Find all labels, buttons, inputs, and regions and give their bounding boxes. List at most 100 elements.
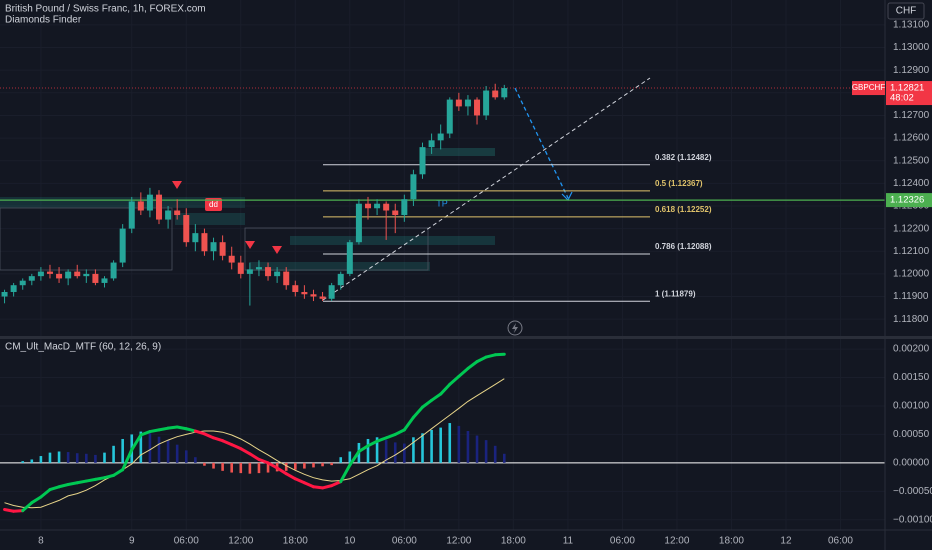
x-tick-label: 12:00 <box>664 536 689 547</box>
histogram-bar <box>112 445 115 463</box>
macd-line-segment <box>175 425 188 431</box>
candle-body <box>83 273 90 277</box>
zone-outline <box>244 227 429 271</box>
x-tick-label: 12 <box>780 536 792 547</box>
macd-line-segment <box>330 480 343 488</box>
x-tick-label: 11 <box>563 536 574 547</box>
histogram-bar <box>484 440 488 463</box>
candle-body <box>210 242 217 252</box>
y-tick-label: 1.12200 <box>893 223 930 234</box>
macd-line-segment <box>475 355 488 364</box>
candle-body <box>319 296 326 299</box>
zone-outline <box>0 207 173 271</box>
diamond-marker <box>172 181 182 189</box>
macd-line-segment <box>75 479 88 485</box>
macd-line-segment <box>466 360 479 370</box>
candle-body <box>146 194 153 211</box>
histogram-bar <box>294 462 297 470</box>
macd-line-segment <box>484 353 497 359</box>
currency[interactable]: CHF <box>896 6 917 17</box>
y-tick-label: 1.13000 <box>893 42 930 53</box>
macd-line-segment <box>339 463 352 484</box>
y2-tick-label: 0.00050 <box>893 429 930 440</box>
fib-label: 0.618 (1.12252) <box>655 205 712 214</box>
histogram-bar <box>457 425 461 463</box>
macd-line-segment <box>112 468 125 477</box>
y2-tick-label: 0.00150 <box>893 372 930 383</box>
macd-line-segment <box>393 428 406 436</box>
x-tick-label: 06:00 <box>392 536 417 547</box>
candle-body <box>183 215 190 243</box>
y-tick-label: 1.12600 <box>893 133 930 144</box>
histogram-bar <box>266 462 270 473</box>
histogram-bar <box>403 443 406 463</box>
replay-bolt <box>512 323 518 333</box>
diamond-marker <box>272 246 282 254</box>
macd-line-segment <box>348 449 361 467</box>
level-tag-label: 1.12326 <box>890 195 924 206</box>
candle-body <box>165 210 172 220</box>
candle-body <box>401 199 408 216</box>
histogram-bar <box>221 462 224 471</box>
macd-line-segment <box>66 481 79 486</box>
zone <box>425 148 495 156</box>
candle-body <box>74 271 81 277</box>
symbol-tag-label: GBPCHF <box>852 83 885 92</box>
candle-body <box>56 273 63 279</box>
histogram-bar <box>248 462 252 474</box>
macd-line-segment <box>57 482 70 489</box>
macd-line-segment <box>293 477 306 485</box>
zone <box>290 236 495 245</box>
candle-body <box>156 194 163 220</box>
macd-line-segment <box>457 366 470 378</box>
candle-body <box>28 276 35 281</box>
macd-line-segment <box>448 374 461 386</box>
histogram-bar <box>384 440 388 463</box>
trend-line <box>322 77 651 301</box>
candle-body <box>274 271 281 277</box>
macd-line-segment <box>139 430 152 437</box>
histogram-bar <box>466 431 470 463</box>
y2-tick-label: 0.00100 <box>893 401 930 412</box>
macd-line-segment <box>193 429 206 436</box>
candle-body <box>137 201 144 211</box>
zone <box>250 262 430 271</box>
candle-body <box>10 285 17 292</box>
histogram-bar <box>194 457 197 463</box>
y-tick-label: 1.12900 <box>893 65 930 76</box>
y2-tick-label: 0.00200 <box>893 344 930 355</box>
macd-line-segment <box>439 382 452 396</box>
macd-line-segment <box>202 432 216 440</box>
macd-line-segment <box>493 352 506 357</box>
histogram-bar <box>284 462 288 471</box>
candle-body <box>283 271 290 286</box>
candle-body <box>174 210 181 216</box>
replay-icon[interactable] <box>507 320 523 336</box>
histogram-bar <box>157 436 161 463</box>
candle-body <box>346 242 353 274</box>
last-tag-price: 1.12821 <box>890 83 924 94</box>
x-tick-label: 06:00 <box>828 536 853 547</box>
histogram-bar <box>184 450 188 463</box>
macd-line-segment <box>157 426 170 432</box>
macd-line-segment <box>48 485 61 492</box>
fib-label: 1 (1.11879) <box>655 289 696 298</box>
macd-line-segment <box>221 439 234 447</box>
x-tick-label: 8 <box>38 536 44 547</box>
macd-line-segment <box>311 485 325 490</box>
x-tick-label: 9 <box>129 536 135 547</box>
macd-line-segment <box>130 433 143 452</box>
fib-label: 0.382 (1.12482) <box>655 153 712 162</box>
macd-line-segment <box>375 436 388 443</box>
macd-line-segment <box>257 457 270 465</box>
x-tick-label: 18:00 <box>719 536 744 547</box>
currency-box[interactable] <box>887 2 925 20</box>
histogram-bar <box>139 431 143 463</box>
histogram-bar <box>330 462 333 466</box>
candle-body <box>1 291 8 297</box>
symbol-tag <box>852 81 885 96</box>
signal-label: dd <box>209 200 218 209</box>
candle-body <box>119 228 126 263</box>
